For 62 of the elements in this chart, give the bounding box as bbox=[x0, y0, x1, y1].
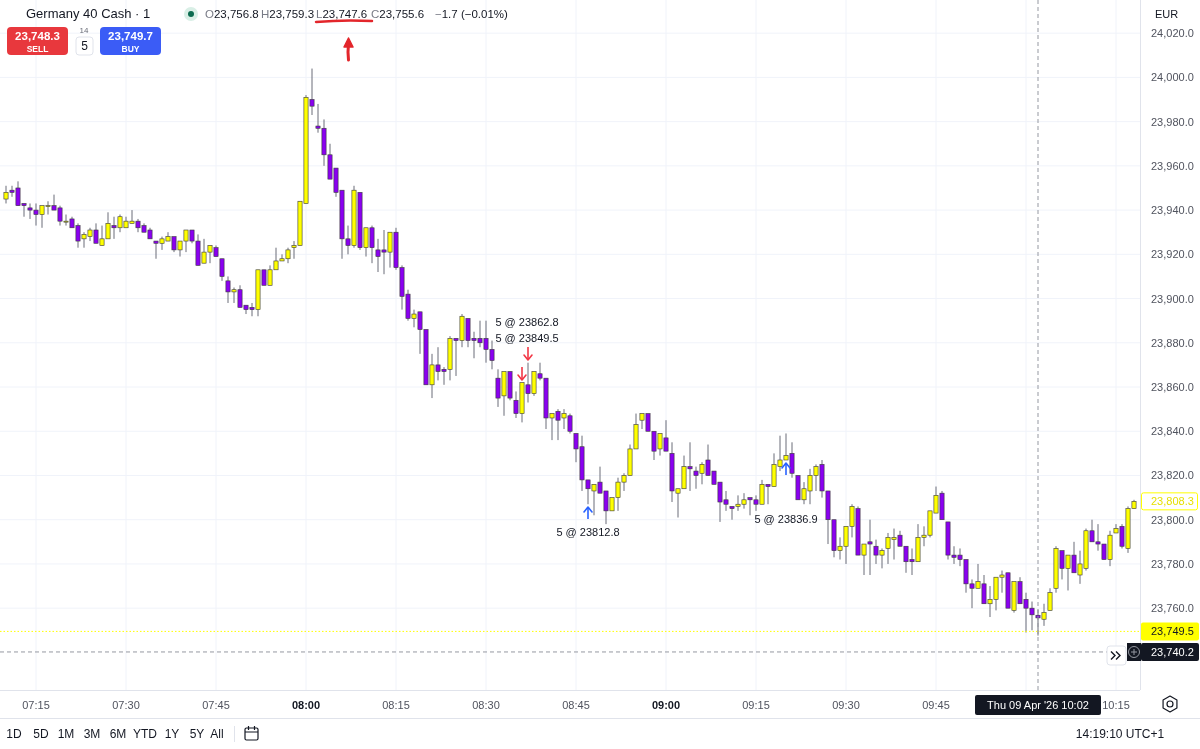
text: 1Y bbox=[164, 727, 180, 741]
x-tick-label: 07:30 bbox=[112, 699, 140, 711]
text: 23,808.3 bbox=[1151, 495, 1194, 508]
x-tick-label: 07:45 bbox=[202, 699, 230, 711]
ref-line-label: 23,749.5 bbox=[1151, 625, 1194, 638]
x-tick-label: 08:00 bbox=[291, 699, 321, 711]
annotation: BUY bbox=[121, 43, 140, 54]
annotation: 5 @ 23849.5 bbox=[495, 332, 559, 344]
annotation: 5 bbox=[81, 39, 89, 53]
y-tick-label: 23,940.0 bbox=[1151, 204, 1194, 217]
x-tick-label: 09:15 bbox=[742, 699, 770, 711]
text: YTD bbox=[133, 727, 158, 741]
annotation: 5 @ 23836.9 bbox=[754, 513, 818, 525]
y-tick-label: 24,000.0 bbox=[1151, 71, 1194, 84]
text: 5Y bbox=[189, 727, 205, 741]
annotation: 23,749.7 bbox=[108, 30, 153, 42]
y-axis-title: EUR bbox=[1155, 8, 1179, 20]
y-tick-label: 23,880.0 bbox=[1151, 336, 1194, 349]
quantity-field: 5 bbox=[75, 36, 94, 56]
text: 1M bbox=[57, 727, 75, 741]
x-tick-label: 08:30 bbox=[472, 699, 500, 711]
text: 6M bbox=[109, 727, 127, 741]
text: 1D bbox=[6, 727, 22, 741]
x-tick-label: 07:15 bbox=[22, 699, 50, 711]
text: All bbox=[210, 727, 224, 741]
annotation: SELL bbox=[26, 43, 49, 54]
annotation: H23,759.3 bbox=[261, 8, 315, 20]
y-tick-label: 23,980.0 bbox=[1151, 115, 1194, 128]
y-tick-label: 23,820.0 bbox=[1151, 469, 1194, 482]
annotation: 5 @ 23812.8 bbox=[556, 526, 620, 538]
y-tick-label: 23,920.0 bbox=[1151, 248, 1194, 261]
text: 5D bbox=[33, 727, 49, 741]
annotation: C23,755.6 bbox=[371, 8, 425, 20]
candlestick bbox=[1047, 587, 1053, 611]
annotation: −1.7 (−0.01%) bbox=[435, 8, 509, 20]
text: 3M bbox=[83, 727, 101, 741]
x-tick-label: 09:30 bbox=[832, 699, 860, 711]
x-tick-label: 08:45 bbox=[562, 699, 590, 711]
y-tick-label: 23,800.0 bbox=[1151, 513, 1194, 526]
ref-line-label: 23,740.2 bbox=[1151, 645, 1194, 658]
y-tick-label: 23,840.0 bbox=[1151, 425, 1194, 438]
annotation: O23,756.8 bbox=[205, 8, 259, 20]
ref-line-label: Thu 09 Apr '26 10:02 bbox=[987, 699, 1089, 711]
x-tick-label: 08:15 bbox=[382, 699, 410, 711]
text: 14:19:10 UTC+1 bbox=[1075, 727, 1165, 741]
y-tick-label: 23,780.0 bbox=[1151, 557, 1194, 570]
annotation: 23,748.3 bbox=[15, 30, 60, 42]
candlestick bbox=[219, 258, 225, 282]
x-tick-label: 09:45 bbox=[922, 699, 950, 711]
annotation: L23,747.6 bbox=[316, 8, 368, 20]
y-tick-label: 23,760.0 bbox=[1151, 602, 1194, 615]
y-tick-label: 24,020.0 bbox=[1151, 27, 1194, 40]
annotation: 14 bbox=[79, 26, 89, 35]
y-tick-label: 23,860.0 bbox=[1151, 381, 1194, 394]
sell-button: 23,748.3 SELL bbox=[7, 27, 68, 55]
y-tick-label: 23,900.0 bbox=[1151, 292, 1194, 305]
buy-button: 23,749.7 BUY bbox=[100, 27, 161, 55]
x-tick-label: 10:15 bbox=[1102, 699, 1130, 711]
y-tick-label: 23,960.0 bbox=[1151, 159, 1194, 172]
x-tick-label: 09:00 bbox=[651, 699, 681, 711]
annotation: 5 @ 23862.8 bbox=[495, 316, 559, 328]
text: Germany 40 Cash · 1 bbox=[26, 6, 151, 21]
